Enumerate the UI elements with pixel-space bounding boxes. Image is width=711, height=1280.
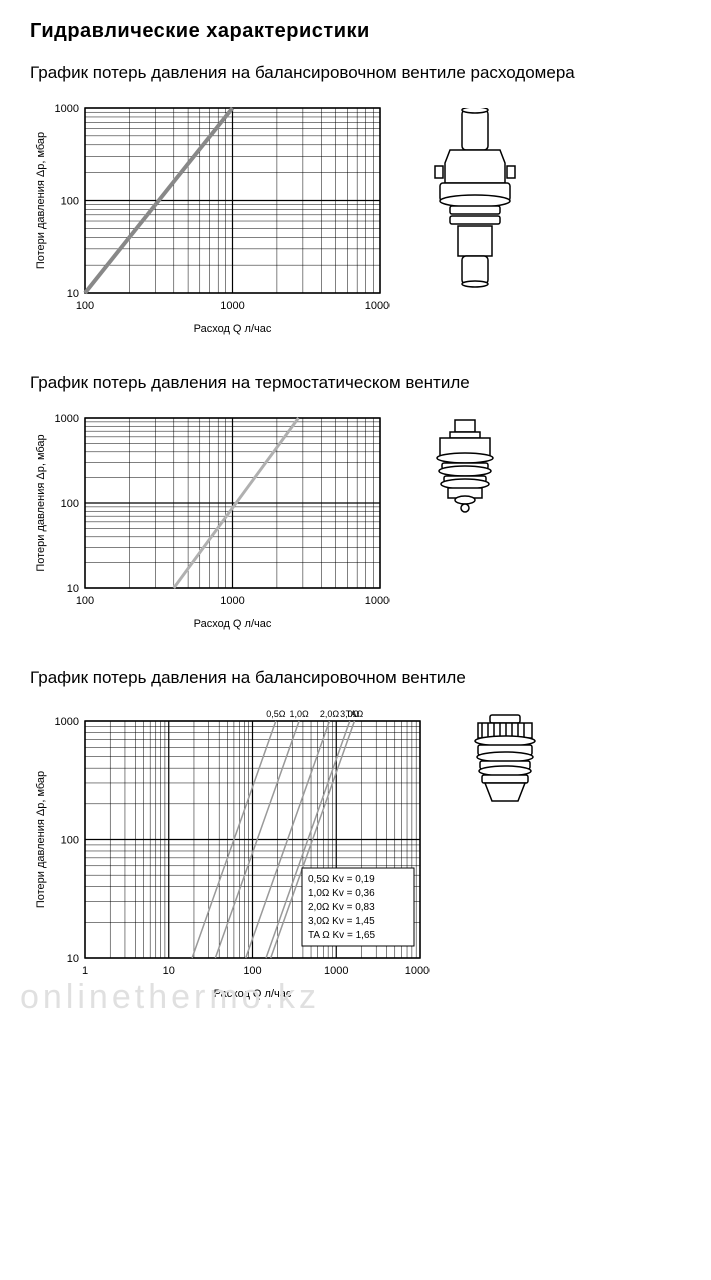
svg-text:Потери давления Δр, мбар: Потери давления Δр, мбар bbox=[35, 434, 47, 571]
svg-text:10: 10 bbox=[67, 583, 79, 595]
page-title: Гидравлические характеристики bbox=[30, 20, 681, 43]
svg-text:1000: 1000 bbox=[55, 413, 79, 425]
svg-text:100: 100 bbox=[243, 965, 261, 977]
chart1-block: График потерь давления на балансировочно… bbox=[30, 63, 681, 343]
svg-text:1000: 1000 bbox=[220, 595, 244, 607]
svg-text:2,0Ω: 2,0Ω bbox=[320, 709, 340, 719]
svg-text:10000: 10000 bbox=[405, 965, 430, 977]
chart2-block: График потерь давления на термостатическ… bbox=[30, 373, 681, 638]
svg-text:0,5Ω: 0,5Ω bbox=[266, 709, 286, 719]
svg-text:2,0Ω Kv = 0,83: 2,0Ω Kv = 0,83 bbox=[308, 902, 375, 913]
svg-text:100: 100 bbox=[61, 498, 79, 510]
svg-text:0,5Ω Kv = 0,19: 0,5Ω Kv = 0,19 bbox=[308, 874, 375, 885]
svg-text:1000: 1000 bbox=[55, 103, 79, 115]
svg-text:Потери давления Δр, мбар: Потери давления Δр, мбар bbox=[35, 771, 47, 908]
svg-text:10: 10 bbox=[67, 953, 79, 965]
svg-text:Расход Q л/час: Расход Q л/час bbox=[194, 618, 272, 630]
thermostatic-valve-icon bbox=[420, 408, 510, 523]
svg-text:Расход Q л/час: Расход Q л/час bbox=[214, 988, 292, 1000]
svg-text:10: 10 bbox=[67, 288, 79, 300]
chart2-chart: 100100010000101001000Расход Q л/часПотер… bbox=[30, 408, 390, 638]
svg-text:1: 1 bbox=[82, 965, 88, 977]
svg-text:10000: 10000 bbox=[365, 595, 390, 607]
svg-text:1000: 1000 bbox=[324, 965, 348, 977]
svg-text:1000: 1000 bbox=[55, 716, 79, 728]
chart3-chart: 0,5Ω1,0Ω2,0Ω3,0ΩTAΩ0,5Ω Kv = 0,191,0Ω Kv… bbox=[30, 703, 430, 1008]
chart1-title: График потерь давления на балансировочно… bbox=[30, 63, 681, 83]
svg-text:10: 10 bbox=[163, 965, 175, 977]
balancing-valve-icon bbox=[460, 703, 550, 813]
svg-text:100: 100 bbox=[61, 835, 79, 847]
svg-text:100: 100 bbox=[76, 300, 94, 312]
svg-text:1,0Ω: 1,0Ω bbox=[289, 709, 309, 719]
svg-text:3,0Ω Kv = 1,45: 3,0Ω Kv = 1,45 bbox=[308, 916, 375, 927]
svg-text:TA Ω Kv = 1,65: TA Ω Kv = 1,65 bbox=[308, 930, 375, 941]
svg-text:100: 100 bbox=[76, 595, 94, 607]
svg-text:10000: 10000 bbox=[365, 300, 390, 312]
svg-text:1,0Ω Kv = 0,36: 1,0Ω Kv = 0,36 bbox=[308, 888, 375, 899]
chart1-chart: 100100010000101001000Расход Q л/часПотер… bbox=[30, 98, 390, 343]
svg-text:1000: 1000 bbox=[220, 300, 244, 312]
svg-text:TAΩ: TAΩ bbox=[346, 709, 364, 719]
svg-text:Расход Q л/час: Расход Q л/час bbox=[194, 323, 272, 335]
chart2-title: График потерь давления на термостатическ… bbox=[30, 373, 681, 393]
chart3-block: График потерь давления на балансировочно… bbox=[30, 668, 681, 1008]
chart3-title: График потерь давления на балансировочно… bbox=[30, 668, 681, 688]
svg-text:Потери давления Δр, мбар: Потери давления Δр, мбар bbox=[35, 132, 47, 269]
svg-text:100: 100 bbox=[61, 196, 79, 208]
flowmeter-valve-icon bbox=[420, 98, 530, 293]
